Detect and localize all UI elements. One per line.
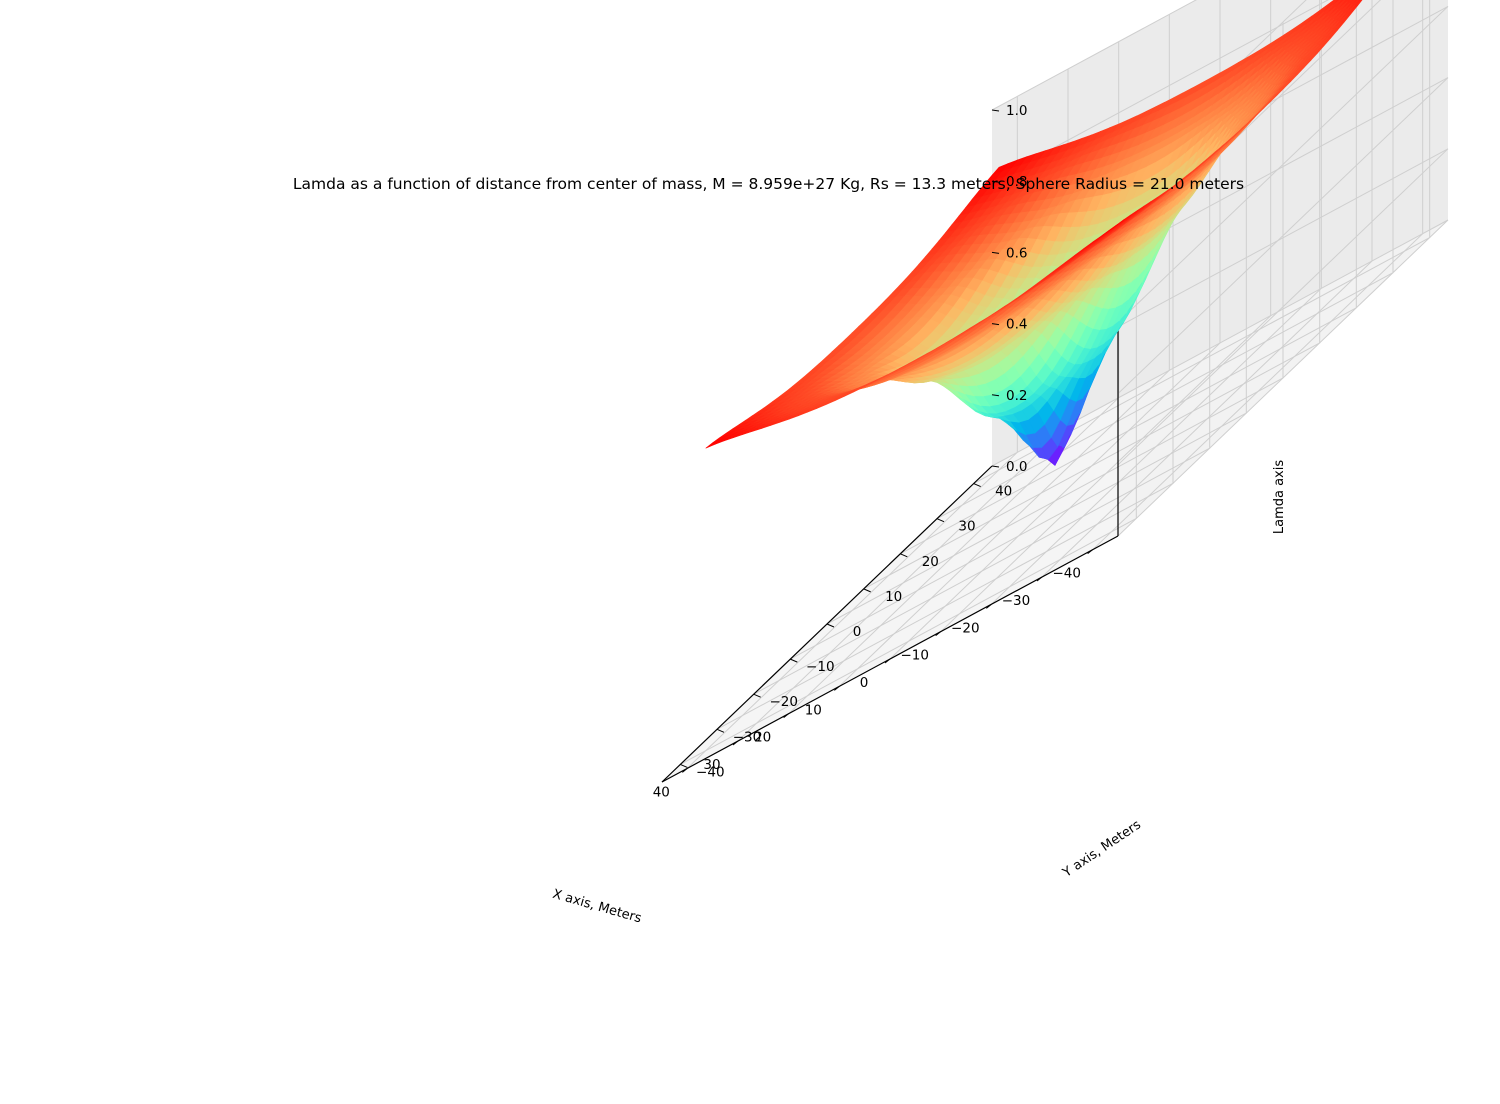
x-tick-label: −40 xyxy=(1052,566,1081,582)
y-tick-label: 30 xyxy=(958,519,975,535)
x-tick-label: 0 xyxy=(860,675,869,691)
x-tick-mark xyxy=(682,767,688,773)
y-tick-mark xyxy=(863,588,871,593)
z-grid-line xyxy=(991,148,1449,466)
x-tick-mark xyxy=(884,658,891,664)
x-axis-label: X axis, Meters xyxy=(551,887,644,927)
x-tick-mark xyxy=(1036,576,1043,582)
chart-title: Lamda as a function of distance from cen… xyxy=(292,175,1245,193)
tick-labels: −40 −30 −20 −10 0 10 20 30 40 −40 −30 −20 −10 0 10 20 30… xyxy=(653,103,1093,800)
x-tick-label: −20 xyxy=(951,620,980,636)
z-tick-mark xyxy=(991,465,1000,468)
y-tick-mark xyxy=(790,658,798,663)
x-tick-mark xyxy=(1087,549,1093,555)
x-tick-mark xyxy=(986,603,992,609)
y-tick-label: −30 xyxy=(733,729,762,745)
x-tick-label: 30 xyxy=(703,757,720,773)
x-tick-mark xyxy=(783,713,789,719)
z-tick-mark xyxy=(991,323,1000,326)
x-tick-mark xyxy=(935,631,941,637)
y-tick-mark xyxy=(680,763,688,768)
y-tick-mark xyxy=(716,728,725,733)
z-tick-mark xyxy=(991,251,1000,254)
x-tick-mark xyxy=(732,740,739,746)
z-tick-label: 1.0 xyxy=(1006,103,1027,119)
z-tick-mark xyxy=(991,394,1000,397)
z-axis-label: Lamda axis xyxy=(1272,460,1287,534)
y-tick-mark xyxy=(936,518,945,523)
y-tick-label: 10 xyxy=(885,589,902,605)
x-tick-label: 40 xyxy=(653,784,670,800)
y-tick-label: −20 xyxy=(769,694,798,710)
y-tick-label: −40 xyxy=(696,764,725,780)
y-tick-label: 0 xyxy=(853,624,862,640)
surface-plot xyxy=(705,0,1363,466)
z-grid-line xyxy=(991,219,1449,537)
z-tick-label: 0.8 xyxy=(1006,174,1027,190)
z-tick-label: 0.2 xyxy=(1006,388,1027,404)
y-tick-mark xyxy=(753,693,761,698)
y-tick-label: −10 xyxy=(806,659,835,675)
z-tick-label: 0.6 xyxy=(1006,245,1027,261)
y-axis-label: Y axis, Meters xyxy=(1059,817,1144,881)
z-tick-mark xyxy=(991,180,1000,183)
x-tick-mark xyxy=(834,685,840,691)
z-tick-label: 0.4 xyxy=(1006,317,1027,333)
y-tick-mark xyxy=(973,483,981,488)
x-tick-label: −10 xyxy=(900,648,929,664)
x-tick-label: −30 xyxy=(1002,593,1031,609)
y-tick-mark xyxy=(826,623,835,628)
y-tick-mark xyxy=(900,553,908,558)
x-tick-label: 20 xyxy=(754,730,771,746)
surface-cell xyxy=(705,439,722,449)
z-tick-label: 0.0 xyxy=(1006,459,1027,475)
y-tick-label: 20 xyxy=(922,554,939,570)
y-tick-label: 40 xyxy=(995,484,1012,500)
x-tick-label: 10 xyxy=(805,702,822,718)
z-tick-mark xyxy=(991,109,1000,112)
